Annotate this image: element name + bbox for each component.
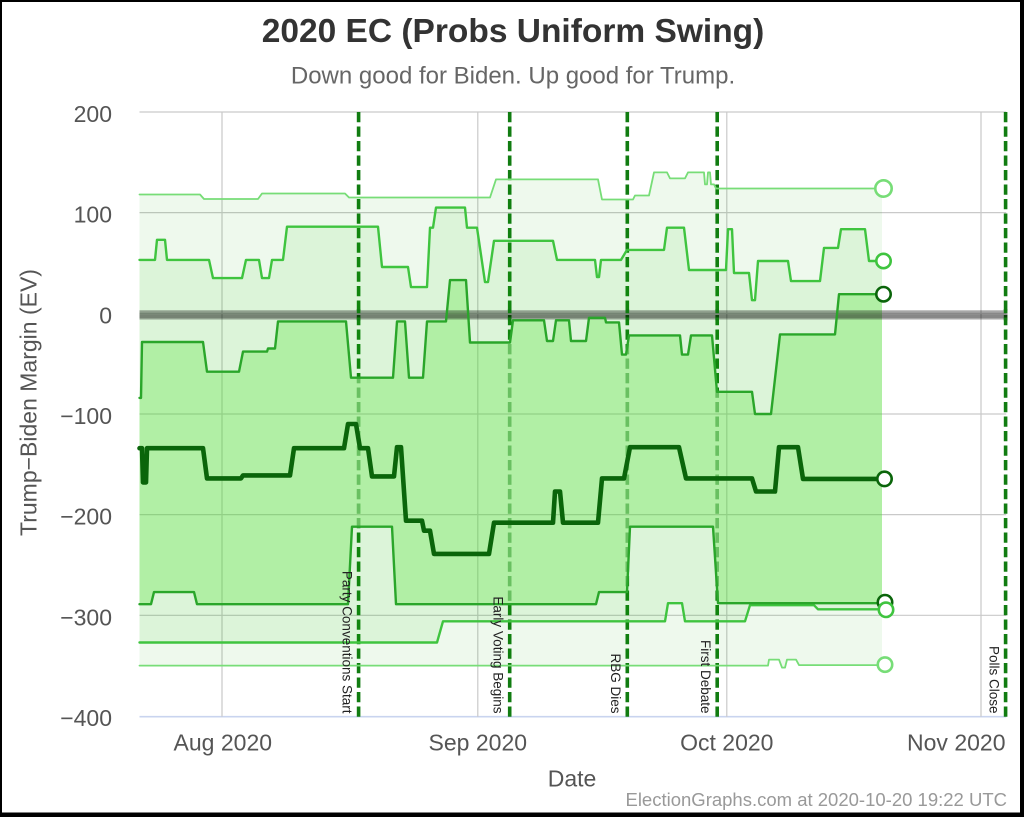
svg-text:Sep 2020: Sep 2020 [429,730,527,756]
svg-text:Nov 2020: Nov 2020 [907,730,1005,756]
svg-text:Aug 2020: Aug 2020 [174,730,272,756]
svg-text:2020 EC (Probs Uniform Swing): 2020 EC (Probs Uniform Swing) [262,13,765,50]
svg-text:First Debate: First Debate [698,640,713,714]
svg-text:Polls Close: Polls Close [986,646,1001,714]
svg-text:−300: −300 [60,604,112,630]
svg-text:ElectionGraphs.com at 2020-10-: ElectionGraphs.com at 2020-10-20 19:22 U… [625,789,1007,810]
svg-text:Date: Date [548,766,597,792]
svg-text:Early Voting Begins: Early Voting Begins [490,596,505,713]
svg-text:−400: −400 [60,705,112,731]
svg-text:Oct 2020: Oct 2020 [680,730,773,756]
svg-text:0: 0 [99,302,112,328]
svg-text:RBG Dies: RBG Dies [608,653,623,713]
svg-text:200: 200 [74,101,112,127]
svg-text:Trump−Biden Margin (EV): Trump−Biden Margin (EV) [16,269,42,536]
svg-text:−200: −200 [60,504,112,530]
svg-text:−100: −100 [60,403,112,429]
svg-text:100: 100 [74,202,112,228]
svg-text:Down good for Biden. Up good f: Down good for Biden. Up good for Trump. [291,63,735,90]
svg-text:Party Conventions Start: Party Conventions Start [339,571,354,714]
